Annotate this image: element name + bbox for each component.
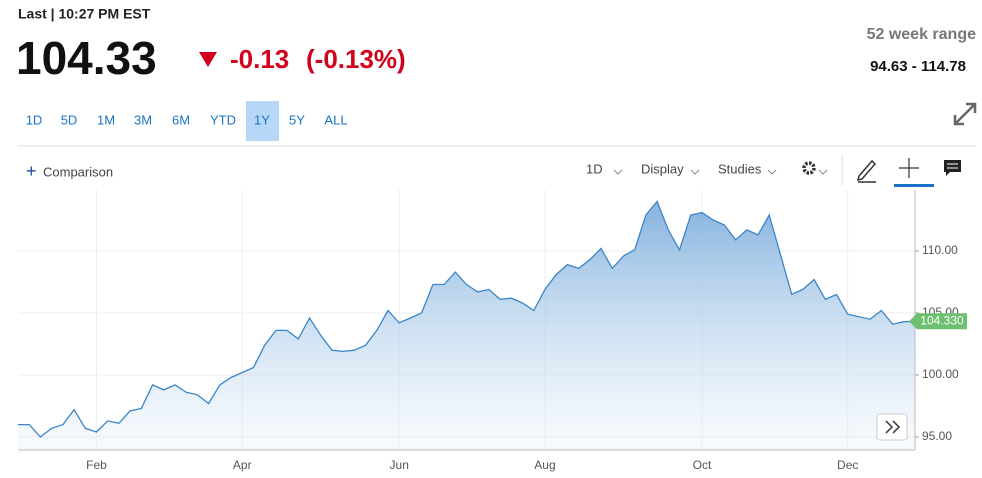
- x-tick-label: Aug: [534, 458, 555, 472]
- studies[interactable]: Studies: [718, 161, 762, 176]
- display[interactable]: Display: [641, 161, 684, 176]
- range-title: 52 week range: [867, 26, 977, 43]
- expand-icon[interactable]: [953, 102, 977, 126]
- down-arrow: [199, 52, 217, 67]
- change-percent: (-0.13%): [306, 44, 406, 74]
- active-tab: [894, 184, 934, 187]
- chevron: [613, 169, 623, 175]
- range-button[interactable]: YTD: [210, 112, 236, 127]
- last-price-tag: [909, 313, 967, 330]
- y-tick-label: 95.00: [922, 429, 952, 443]
- range-button[interactable]: 1D: [26, 112, 43, 127]
- chart: Feb Apr Jun Aug Oct Dec95.00100.00105.00110.0…: [18, 190, 967, 472]
- x-tick-label: Apr: [233, 458, 252, 472]
- settings-icon[interactable]: [802, 161, 828, 175]
- change: -0.13: [230, 44, 289, 74]
- x-tick-label: Feb: [86, 458, 107, 472]
- chevron: [690, 169, 700, 175]
- draw-icon[interactable]: [856, 159, 877, 183]
- area: [18, 201, 915, 450]
- last-price-label: 104.330: [920, 313, 964, 327]
- comment-icon[interactable]: [944, 160, 961, 176]
- range-button[interactable]: 1M: [97, 112, 115, 127]
- comparison[interactable]: Comparison: [43, 164, 113, 179]
- x-tick-label: Jun: [390, 458, 409, 472]
- line: [18, 200, 916, 438]
- range-button[interactable]: 6M: [172, 112, 190, 127]
- plus-icon: +: [26, 161, 37, 181]
- range-button[interactable]: 5Y: [289, 112, 305, 127]
- scroll-button[interactable]: [876, 413, 908, 441]
- range-value: 94.63 - 114.78: [870, 58, 966, 75]
- y-tick-label: 100.00: [922, 367, 959, 381]
- y-tick-label: 110.00: [922, 243, 958, 257]
- interval[interactable]: 1D: [586, 161, 603, 176]
- last-time: Last | 10:27 PM EST: [18, 6, 151, 22]
- x-tick-label: Oct: [693, 458, 712, 472]
- price: 104.33: [16, 32, 157, 84]
- range-selected: [246, 101, 279, 141]
- x-tick-label: Dec: [837, 458, 858, 472]
- crosshair-icon[interactable]: [899, 158, 919, 178]
- range-button[interactable]: 1Y: [254, 112, 270, 127]
- chevron: [767, 169, 777, 175]
- range-button[interactable]: 5D: [61, 112, 78, 127]
- range-button[interactable]: ALL: [324, 112, 347, 127]
- range-button[interactable]: 3M: [134, 112, 152, 127]
- range-buttons: 1D 5D 1M 3M 6M YTD 1Y 5Y ALL: [26, 101, 348, 141]
